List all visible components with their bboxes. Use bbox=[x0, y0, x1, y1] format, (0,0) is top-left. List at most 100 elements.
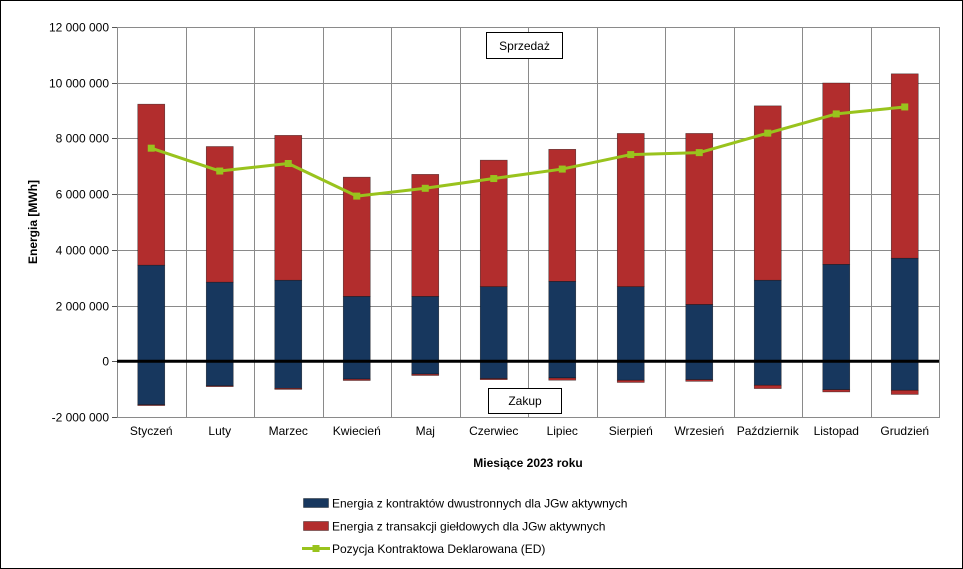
bar-exchange-purchase bbox=[753, 384, 782, 389]
bar-bilateral-sales bbox=[890, 257, 919, 362]
bar-bilateral-purchase bbox=[479, 360, 508, 379]
bar-bilateral-purchase bbox=[753, 360, 782, 386]
bar-exchange-purchase bbox=[890, 389, 919, 395]
ed-data-point bbox=[490, 175, 498, 183]
x-tick-label: Październik bbox=[737, 424, 800, 438]
y-tick-label: 8 000 000 bbox=[56, 132, 110, 146]
x-tick-label: Maj bbox=[416, 424, 435, 438]
legend-label-bilateral: Energia z kontraktów dwustronnych dla JG… bbox=[332, 497, 627, 511]
legend-item-bilateral: Energia z kontraktów dwustronnych dla JG… bbox=[303, 497, 627, 511]
bar-bilateral-purchase bbox=[205, 360, 234, 387]
line-series bbox=[147, 103, 909, 200]
plot-area-border bbox=[117, 27, 940, 418]
bar-bilateral-purchase bbox=[822, 360, 851, 390]
bar-exchange-sales bbox=[685, 133, 714, 305]
legend: Energia z kontraktów dwustronnych dla JG… bbox=[302, 497, 627, 556]
bar-bilateral-sales bbox=[274, 279, 303, 362]
x-axis-title: Miesiące 2023 roku bbox=[473, 456, 582, 470]
x-tick-label: Czerwiec bbox=[469, 424, 518, 438]
bar-bilateral-sales bbox=[137, 264, 166, 362]
bar-exchange-purchase bbox=[548, 377, 577, 381]
ed-data-point bbox=[216, 167, 224, 175]
bar-bilateral-purchase bbox=[890, 360, 919, 391]
purchase-annotation-box bbox=[488, 388, 562, 414]
ed-data-point bbox=[764, 129, 772, 137]
x-tick-label: Styczeń bbox=[130, 424, 173, 438]
bar-bilateral-purchase bbox=[411, 360, 440, 375]
bar-exchange-purchase bbox=[205, 385, 234, 387]
ed-data-point bbox=[832, 110, 840, 118]
sales-annotation: Sprzedaż bbox=[486, 32, 563, 59]
y-tick-label: 12 000 000 bbox=[49, 21, 109, 35]
legend-swatch-bilateral bbox=[303, 498, 329, 508]
y-tick-label: 6 000 000 bbox=[56, 188, 110, 202]
bar-bilateral-purchase bbox=[137, 360, 166, 406]
bar-exchange-purchase bbox=[479, 378, 508, 380]
ed-series-line bbox=[150, 105, 905, 198]
bar-exchange-sales bbox=[137, 103, 166, 266]
bar-series bbox=[137, 73, 919, 406]
bar-bilateral-sales bbox=[411, 296, 440, 362]
legend-label-ed: Pozycja Kontraktowa Deklarowana (ED) bbox=[332, 542, 545, 556]
bar-exchange-purchase bbox=[685, 379, 714, 382]
ed-data-point bbox=[901, 103, 909, 111]
bar-exchange-purchase bbox=[411, 373, 440, 376]
bar-exchange-sales bbox=[890, 73, 919, 259]
bar-bilateral-sales bbox=[753, 279, 782, 362]
sales-annotation-label: Sprzedaż bbox=[499, 39, 550, 53]
ed-data-point bbox=[284, 160, 292, 167]
x-tick-label: Sierpień bbox=[609, 424, 653, 438]
bar-exchange-purchase bbox=[822, 389, 851, 393]
bar-bilateral-sales bbox=[342, 296, 371, 362]
y-tick-label: 0 bbox=[102, 355, 109, 369]
ed-data-point bbox=[695, 149, 703, 157]
bar-exchange-purchase bbox=[342, 378, 371, 381]
y-tick-label: 4 000 000 bbox=[56, 244, 110, 258]
x-tick-label: Listopad bbox=[814, 424, 859, 438]
bar-bilateral-sales bbox=[548, 281, 577, 362]
bar-bilateral-sales bbox=[205, 281, 234, 362]
bar-bilateral-purchase bbox=[685, 360, 714, 380]
ed-data-point bbox=[558, 165, 566, 173]
bar-bilateral-sales bbox=[616, 286, 645, 362]
bar-exchange-sales bbox=[411, 174, 440, 297]
bar-bilateral-sales bbox=[822, 264, 851, 362]
purchase-annotation-label: Zakup bbox=[508, 394, 542, 408]
bar-exchange-purchase bbox=[137, 404, 166, 406]
y-axis-title: Energia [MWh] bbox=[26, 180, 40, 264]
legend-swatch-ed-marker bbox=[312, 545, 320, 552]
ed-data-point bbox=[353, 192, 361, 200]
y-tick-label: 10 000 000 bbox=[49, 77, 109, 91]
bar-exchange-sales bbox=[274, 135, 303, 281]
x-tick-label: Luty bbox=[208, 424, 231, 438]
sales-annotation-box bbox=[486, 32, 563, 59]
bar-bilateral-purchase bbox=[548, 360, 577, 379]
y-tick-label: -2 000 000 bbox=[52, 411, 110, 425]
bar-bilateral-purchase bbox=[342, 360, 371, 380]
bar-exchange-sales bbox=[822, 82, 851, 265]
y-tick-label: 2 000 000 bbox=[56, 300, 110, 314]
legend-item-exchange: Energia z transakcji giełdowych dla JGw … bbox=[303, 520, 605, 534]
x-tick-label: Grudzień bbox=[880, 424, 929, 438]
x-tick-label: Lipiec bbox=[547, 424, 578, 438]
ed-data-point bbox=[627, 151, 635, 159]
ed-data-point bbox=[147, 144, 155, 152]
x-axis: Styczeń Luty Marzec Kwiecień Maj Czerwiec Lipi… bbox=[130, 424, 929, 438]
x-tick-label: Wrzesień bbox=[674, 424, 724, 438]
legend-swatch-exchange bbox=[303, 521, 329, 531]
bar-exchange-sales bbox=[616, 133, 645, 287]
legend-item-ed: Pozycja Kontraktowa Deklarowana (ED) bbox=[302, 542, 545, 556]
bar-bilateral-purchase bbox=[616, 360, 645, 381]
ed-data-point bbox=[421, 184, 429, 192]
x-tick-label: Kwiecień bbox=[333, 424, 381, 438]
legend-label-exchange: Energia z transakcji giełdowych dla JGw … bbox=[332, 520, 605, 534]
bar-bilateral-sales bbox=[479, 286, 508, 362]
bar-bilateral-purchase bbox=[274, 360, 303, 389]
purchase-annotation: Zakup bbox=[488, 388, 562, 414]
bar-bilateral-sales bbox=[685, 304, 714, 362]
bar-exchange-purchase bbox=[274, 388, 303, 390]
y-axis: 12 000 000 10 000 000 8 000 000 6 000 000 4 … bbox=[49, 21, 117, 425]
x-tick-label: Marzec bbox=[269, 424, 308, 438]
bar-exchange-purchase bbox=[616, 379, 645, 383]
